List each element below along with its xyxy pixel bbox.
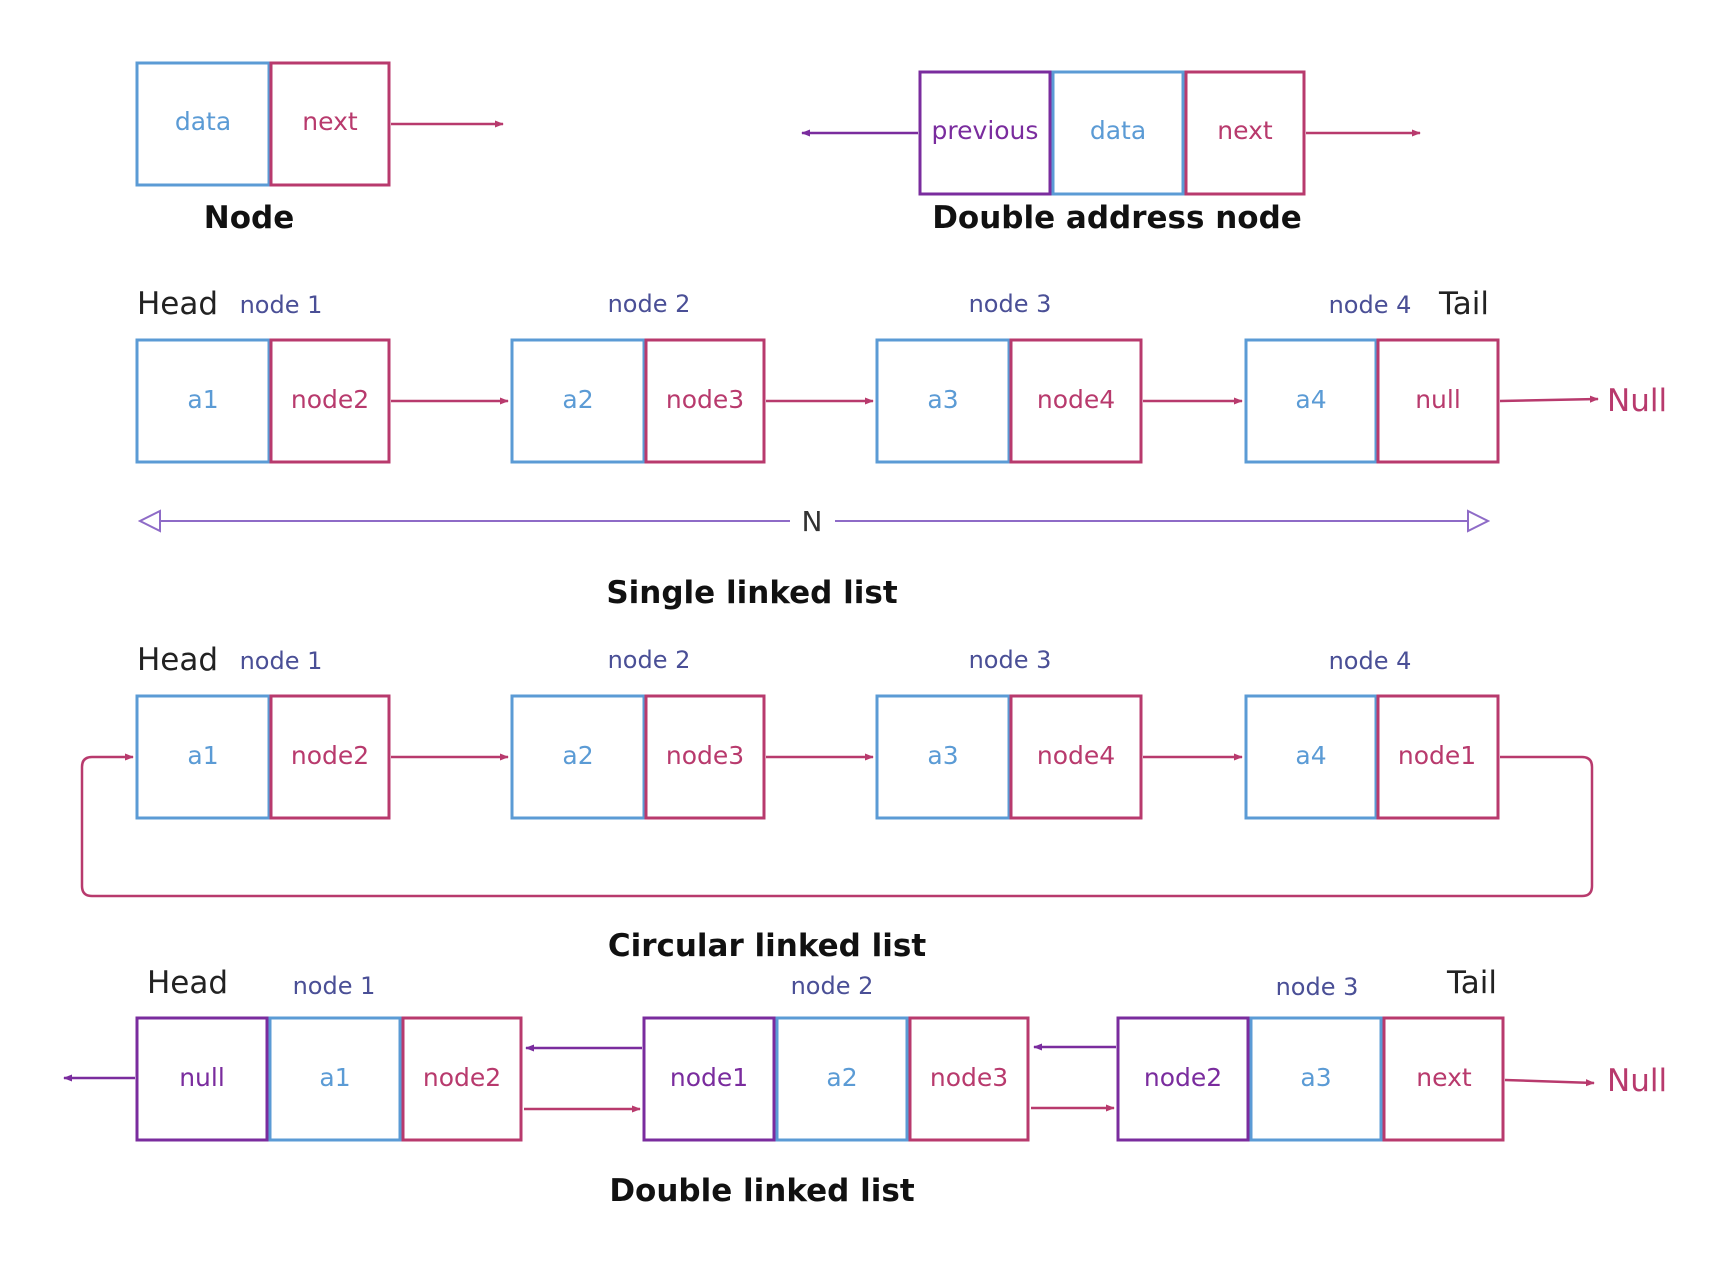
- circular-node-3-pointer: node4: [1037, 741, 1115, 770]
- single-node-2-pointer-cell: [644, 338, 766, 464]
- single-node-4-value-cell: [1244, 338, 1378, 464]
- single-node-4-pointer: null: [1415, 385, 1461, 414]
- circular-node-4-label: node 4: [1329, 647, 1412, 675]
- single-head-label: Head: [137, 286, 218, 322]
- double-node-2-next-cell: [908, 1016, 1030, 1142]
- circular-node-3-value-cell: [875, 694, 1011, 820]
- legend-double-next-text: next: [1217, 116, 1273, 145]
- single-length-label: N: [802, 505, 823, 538]
- circular-node-3-value: a3: [927, 741, 958, 770]
- circular-node-1-value-cell: [135, 694, 271, 820]
- double-node-3-label: node 3: [1276, 973, 1359, 1001]
- single-caption: Single linked list: [606, 575, 897, 611]
- single-tail-label: Tail: [1438, 286, 1489, 322]
- double-tail-label: Tail: [1446, 965, 1497, 1001]
- circular-node-4-pointer: node1: [1398, 741, 1476, 770]
- double-node-1-prev: null: [179, 1063, 225, 1092]
- double-node-2-prev-cell: [642, 1016, 776, 1142]
- circular-head-label: Head: [137, 642, 218, 678]
- circular-node-3-label: node 3: [969, 646, 1052, 674]
- circular-node-2-pointer-cell: [644, 694, 766, 820]
- double-node-2-label: node 2: [791, 972, 874, 1000]
- double-node-1-value-cell: [268, 1016, 402, 1142]
- double-head-label: Head: [147, 965, 228, 1001]
- double-node-2-prev: node1: [670, 1063, 748, 1092]
- circular-node-4-pointer-cell: [1376, 694, 1500, 820]
- legend-double-node: previous data next Double address node: [801, 70, 1421, 236]
- double-node-3-next: next: [1416, 1063, 1472, 1092]
- legend-node: data next Node: [135, 61, 504, 236]
- double-node-1-prev-cell: [135, 1016, 269, 1142]
- single-node-1-value-cell: [135, 338, 271, 464]
- single-node-1-pointer-cell: [269, 338, 391, 464]
- double-node-3-prev: node2: [1144, 1063, 1222, 1092]
- legend-previous-text: previous: [932, 116, 1039, 145]
- legend-previous-cell: [918, 70, 1052, 196]
- double-node-2-value-cell: [775, 1016, 909, 1142]
- legend-double-next-cell: [1184, 70, 1306, 196]
- single-node-3-pointer-cell: [1009, 338, 1143, 464]
- circular-node-1-value: a1: [187, 741, 218, 770]
- legend-double-data-text: data: [1090, 116, 1146, 145]
- double-linked-list: Head Tail node 1 null a1 node2 node 2 no…: [63, 965, 1667, 1209]
- single-node-1-value: a1: [187, 385, 218, 414]
- double-node-3-next-cell: [1382, 1016, 1505, 1142]
- circular-node-2-label: node 2: [608, 646, 691, 674]
- double-node-1-label: node 1: [293, 972, 376, 1000]
- double-caption: Double linked list: [609, 1173, 915, 1209]
- double-null-label: Null: [1607, 1063, 1667, 1099]
- legend-node-data-cell: [135, 61, 271, 187]
- legend-node-data-text: data: [175, 107, 231, 136]
- single-node-3-label: node 3: [969, 290, 1052, 318]
- circular-caption: Circular linked list: [608, 928, 927, 964]
- circular-node-4-value-cell: [1244, 694, 1378, 820]
- single-null-label: Null: [1607, 383, 1667, 419]
- double-node-2-value: a2: [826, 1063, 857, 1092]
- legend-double-data-cell: [1051, 70, 1185, 196]
- single-null-arrow: [1499, 395, 1599, 403]
- single-node-4-value: a4: [1295, 385, 1326, 414]
- circular-node-3-pointer-cell: [1009, 694, 1143, 820]
- circular-loop-back-arrow: [80, 753, 1594, 898]
- single-node-2-value-cell: [510, 338, 646, 464]
- single-linked-list: Head Tail node 1 a1 node2 node 2 a2 node…: [135, 286, 1667, 611]
- circular-node-1-label: node 1: [240, 647, 323, 675]
- single-node-2-label: node 2: [608, 290, 691, 318]
- single-node-3-pointer: node4: [1037, 385, 1115, 414]
- double-node-2-next: node3: [930, 1063, 1008, 1092]
- legend-node-next-text: next: [302, 107, 358, 136]
- single-node-3-value-cell: [875, 338, 1011, 464]
- circular-node-2-value-cell: [510, 694, 646, 820]
- circular-linked-list: Head node 1 a1 node2 node 2 a2 node3 nod…: [80, 642, 1594, 964]
- double-node-3-prev-cell: [1116, 1016, 1250, 1142]
- single-node-1-pointer: node2: [291, 385, 369, 414]
- single-node-4-pointer-cell: [1376, 338, 1500, 464]
- legend-node-caption: Node: [204, 200, 294, 236]
- single-node-2-value: a2: [562, 385, 593, 414]
- legend-double-caption: Double address node: [932, 200, 1302, 236]
- double-node-1-next: node2: [423, 1063, 501, 1092]
- single-node-3-value: a3: [927, 385, 958, 414]
- circular-node-2-value: a2: [562, 741, 593, 770]
- double-null-arrow: [1504, 1078, 1595, 1087]
- double-node-1-next-cell: [401, 1016, 523, 1142]
- circular-node-1-pointer-cell: [269, 694, 391, 820]
- single-node-2-pointer: node3: [666, 385, 744, 414]
- double-node-3-value: a3: [1300, 1063, 1331, 1092]
- legend-node-next-cell: [269, 61, 391, 187]
- single-node-4-label: node 4: [1329, 291, 1412, 319]
- single-node-1-label: node 1: [240, 291, 323, 319]
- double-node-3-value-cell: [1249, 1016, 1383, 1142]
- circular-node-4-value: a4: [1295, 741, 1326, 770]
- circular-node-1-pointer: node2: [291, 741, 369, 770]
- double-node-1-value: a1: [319, 1063, 350, 1092]
- circular-node-2-pointer: node3: [666, 741, 744, 770]
